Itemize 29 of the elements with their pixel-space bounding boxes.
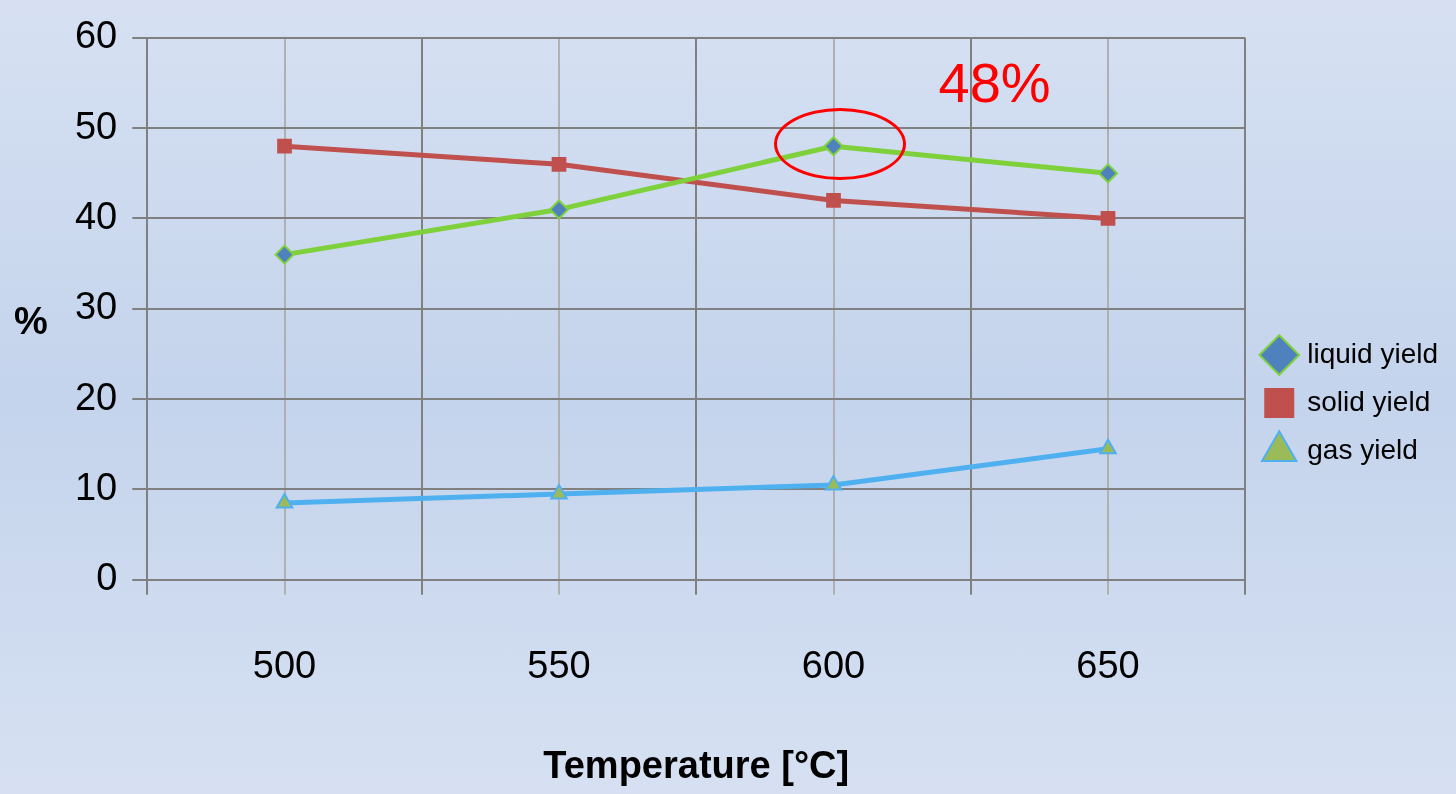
y-tick-label: 40 xyxy=(74,194,118,237)
legend-label: solid yield xyxy=(1307,385,1431,417)
point xyxy=(826,193,841,208)
point xyxy=(1100,211,1116,226)
point xyxy=(549,199,570,220)
point xyxy=(824,474,843,491)
point xyxy=(551,156,567,172)
point xyxy=(1098,163,1119,184)
legend-label: liquid yield xyxy=(1307,337,1439,369)
point xyxy=(277,138,292,154)
y-tick-label: 30 xyxy=(74,285,118,328)
y-tick-label: 50 xyxy=(74,104,118,147)
point xyxy=(1099,438,1117,455)
x-tick-label: 500 xyxy=(252,644,317,687)
point xyxy=(550,483,568,500)
x-axis-title: Temperature [°C] xyxy=(543,743,850,786)
point xyxy=(275,493,294,509)
y-axis-title: % xyxy=(14,300,48,343)
y-tick-label: 0 xyxy=(96,556,118,599)
x-tick-label: 600 xyxy=(801,644,866,687)
y-tick-label: 10 xyxy=(74,465,118,508)
x-tick-label: 650 xyxy=(1076,644,1140,687)
y-tick-label: 60 xyxy=(74,14,118,57)
legend-label: gas yield xyxy=(1307,433,1418,465)
x-tick-label: 550 xyxy=(527,644,591,687)
point xyxy=(823,136,844,157)
annotation: 48% xyxy=(938,50,1051,114)
y-tick-label: 20 xyxy=(74,375,118,418)
point xyxy=(274,244,295,265)
